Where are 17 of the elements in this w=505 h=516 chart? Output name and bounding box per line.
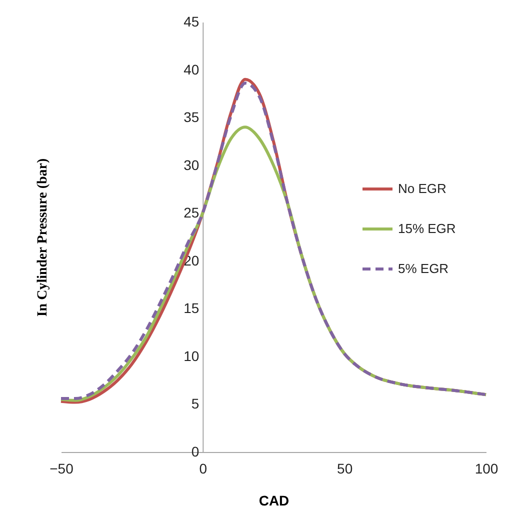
y-tick-label: 30 bbox=[184, 156, 200, 173]
y-tick-label: 35 bbox=[184, 109, 200, 126]
x-tick-label: −50 bbox=[50, 460, 74, 476]
x-tick-label: 100 bbox=[474, 460, 498, 476]
y-tick-label: 15 bbox=[184, 300, 200, 316]
y-tick-label: 40 bbox=[184, 61, 200, 78]
y-tick-label: 0 bbox=[191, 444, 200, 460]
legend-label: 15% EGR bbox=[398, 221, 456, 236]
x-axis-title: CAD bbox=[258, 492, 290, 508]
y-tick-label: 45 bbox=[184, 14, 200, 30]
legend-label: No EGR bbox=[398, 181, 446, 196]
y-tick-label: 25 bbox=[184, 204, 200, 221]
y-axis-title: In Cylinder Pressure (bar) bbox=[36, 158, 50, 317]
y-tick-label: 5 bbox=[191, 396, 200, 412]
x-tick-label: 50 bbox=[337, 460, 353, 476]
y-tick-label: 10 bbox=[184, 348, 200, 364]
legend-label: 5% EGR bbox=[398, 261, 449, 276]
